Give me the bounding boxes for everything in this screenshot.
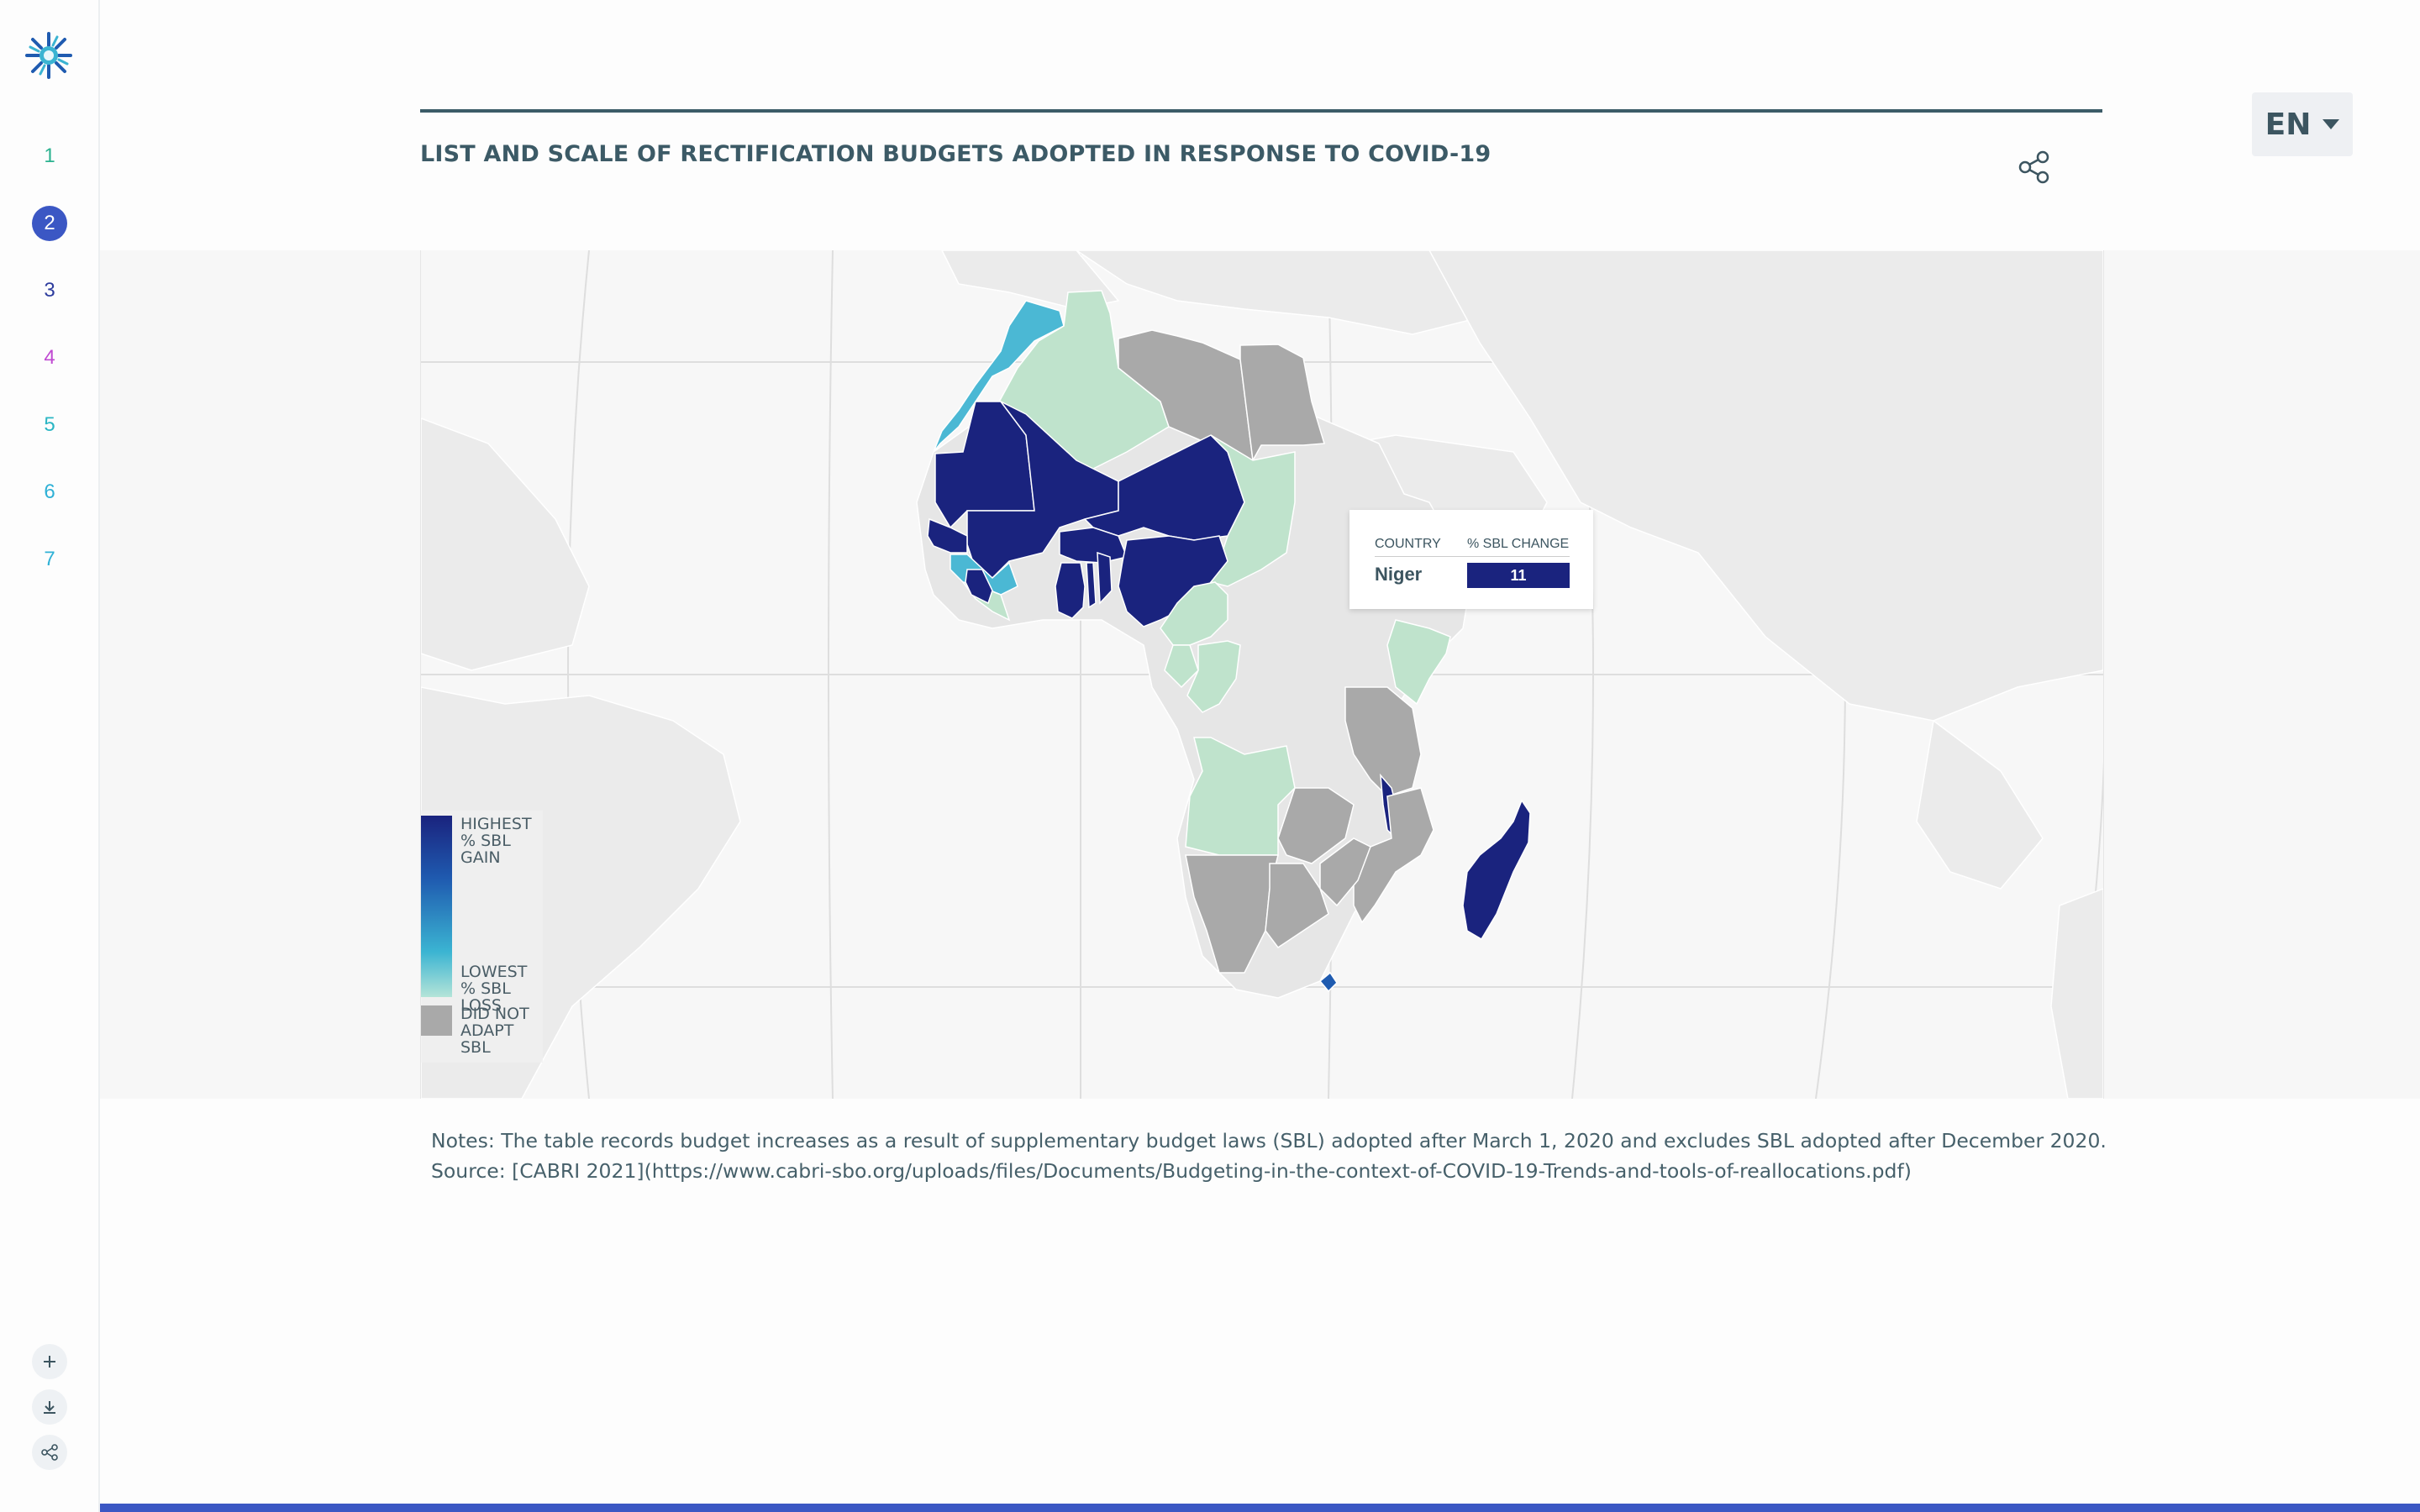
country-botswana[interactable] [1265,863,1329,949]
country-madagascar[interactable] [1462,799,1531,941]
legend-high-label: HIGHEST % SBL GAIN [460,815,532,867]
country-liberia[interactable] [965,569,993,605]
tooltip-change-header: % SBL CHANGE [1467,537,1570,551]
nav-item-4[interactable]: 4 [44,346,55,369]
map-legend: HIGHEST % SBL GAIN LOWEST % SBL LOSS DID… [421,811,543,1063]
country-egypt[interactable] [1239,344,1325,463]
country-senegal[interactable] [927,517,968,554]
legend-gradient [421,816,452,997]
country-mozambique[interactable] [1353,787,1434,924]
nav-item-2[interactable]: 2 [32,206,67,241]
map-svg[interactable] [421,250,2103,1099]
country-angola[interactable] [1185,737,1296,856]
language-label: EN [2265,107,2312,142]
country-ghana[interactable] [1055,562,1086,619]
tooltip-country-header: COUNTRY [1375,537,1441,551]
country-burkina-faso[interactable] [1059,527,1128,564]
share-chart-button[interactable] [2017,150,2052,185]
legend-grey-swatch [421,1005,452,1036]
share-icon [41,1444,58,1461]
country-tanzania[interactable] [1344,686,1422,797]
zoom-in-button[interactable] [32,1344,67,1379]
legend-none-label: DID NOT ADAPT SBL [460,1005,529,1057]
page-title: LIST AND SCALE OF RECTIFICATION BUDGETS … [420,141,1491,167]
share-button[interactable] [32,1435,67,1470]
nav-item-5[interactable]: 5 [44,413,55,436]
countries [927,290,1531,993]
header-rule [420,109,2102,113]
country-congo[interactable] [1186,640,1241,713]
plus-icon [44,1356,55,1368]
country-morocco[interactable] [933,300,1065,453]
nav-item-1[interactable]: 1 [44,144,55,167]
country-cameroon[interactable] [1160,581,1228,646]
country-zambia[interactable] [1277,787,1355,864]
sun-logo[interactable] [24,30,74,81]
map[interactable]: COUNTRY % SBL CHANGE Niger 11 HIGHEST % … [420,250,2104,1099]
country-lesotho[interactable] [1318,971,1338,993]
language-select[interactable]: EN [2252,92,2353,156]
country-benin[interactable] [1097,551,1113,605]
nav-item-7[interactable]: 7 [44,548,55,570]
country-chad[interactable] [1209,434,1296,587]
download-icon [44,1401,55,1414]
country-kenya[interactable] [1386,619,1451,706]
share-icon [2018,150,2049,184]
tooltip-value: 11 [1467,563,1570,588]
country-gabon[interactable] [1164,644,1199,689]
tooltip-divider [1375,556,1570,557]
download-button[interactable] [32,1389,67,1425]
sidebar: 1 2 3 4 5 6 7 [0,0,100,1512]
map-tooltip: COUNTRY % SBL CHANGE Niger 11 [1349,510,1593,609]
tooltip-country: Niger [1375,564,1423,585]
notes: Notes: The table records budget increase… [431,1126,2107,1186]
country-mali[interactable] [966,401,1119,579]
country-namibia[interactable] [1185,854,1279,974]
source-text[interactable]: Source: [CABRI 2021](https://www.cabri-s… [431,1159,1912,1183]
country-togo[interactable] [1086,562,1097,609]
nav-item-6[interactable]: 6 [44,480,55,503]
notes-text: Notes: The table records budget increase… [431,1129,2107,1152]
legend-low-label: LOWEST % SBL LOSS [460,963,528,1015]
nav-item-3[interactable]: 3 [44,279,55,302]
chevron-down-icon [2323,119,2340,129]
bottom-accent-bar [100,1504,2420,1512]
